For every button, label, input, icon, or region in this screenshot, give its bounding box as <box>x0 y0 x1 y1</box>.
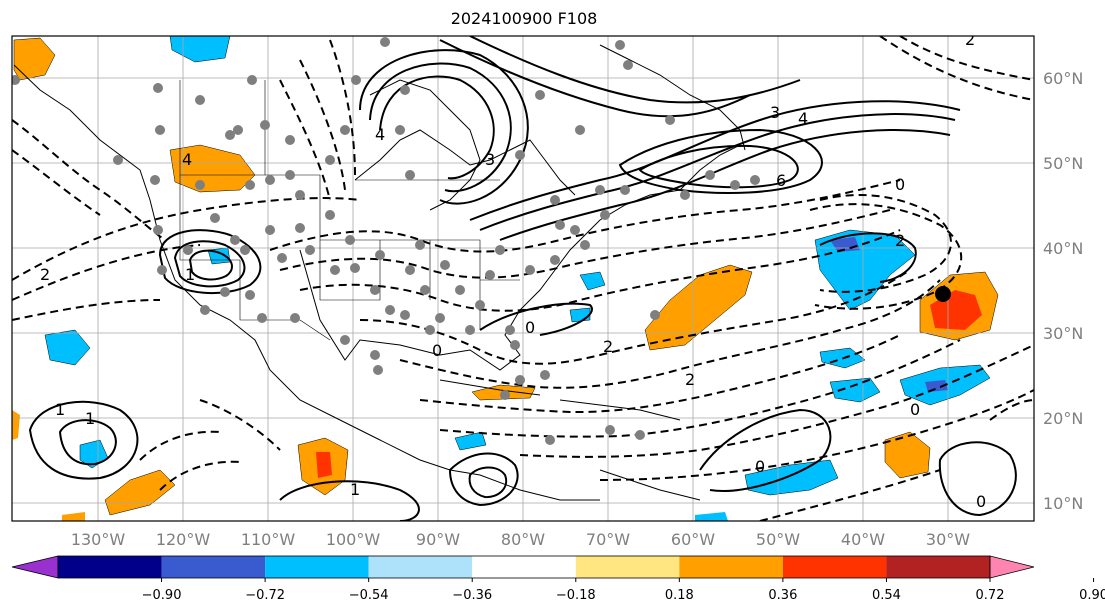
lon-label: 50°W <box>756 530 800 549</box>
contour-label: 1 <box>185 265 195 284</box>
colorbar-segment <box>265 556 369 578</box>
colorbar-tick-label: −0.90 <box>142 588 182 603</box>
contour-label: 4 <box>375 125 385 144</box>
shade-lightblue-gulf <box>569 307 591 323</box>
solid-contours <box>28 36 1017 521</box>
latitude-labels: 60°N 50°N 40°N 30°N 20°N 10°N <box>1043 69 1083 513</box>
lat-label: 20°N <box>1043 409 1083 428</box>
map-frame <box>11 35 1035 522</box>
lon-label: 130°W <box>71 530 126 549</box>
colorbar <box>11 555 1035 579</box>
dashed-contours <box>12 36 1034 521</box>
shade-red-mexico <box>316 452 332 478</box>
lat-label: 50°N <box>1043 154 1083 173</box>
lon-label: 70°W <box>586 530 630 549</box>
shade-orange-sw <box>62 512 85 521</box>
contour-labels: 2 4 3 6 4 3 2 0 1 2 2 0 1 0 1 0 2 0 0 4 … <box>40 30 986 511</box>
contour-label: 0 <box>895 175 905 194</box>
lon-label: 40°W <box>841 530 885 549</box>
lon-label: 60°W <box>671 530 715 549</box>
map-title: 2024100900 F108 <box>450 9 598 28</box>
shade-orange-east <box>884 431 931 479</box>
contour-label: 3 <box>770 103 780 122</box>
longitude-labels: 130°W 120°W 110°W 100°W 90°W 80°W 70°W 6… <box>71 530 970 549</box>
lat-label: 30°N <box>1043 324 1083 343</box>
colorbar-tick-label: 0.90 <box>1079 588 1105 603</box>
colorbar-tick-label: −0.18 <box>556 588 596 603</box>
colorbar-tick-label: −0.36 <box>452 588 492 603</box>
lat-label: 10°N <box>1043 494 1083 513</box>
colorbar-segment <box>472 556 576 578</box>
observation-dots <box>12 37 760 445</box>
contour-label: 4 <box>798 109 808 128</box>
colorbar-tick-label: 0.18 <box>665 588 694 603</box>
colorbar-segment <box>161 556 266 578</box>
colorbar-frame <box>57 555 991 579</box>
lon-label: 30°W <box>926 530 970 549</box>
contour-label: 4 <box>182 150 192 169</box>
colorbar-segment <box>368 556 473 578</box>
contour-label: 1 <box>85 409 95 428</box>
contour-label: 3 <box>485 150 495 169</box>
colorbar-segment <box>58 556 162 578</box>
colorbar-segment <box>782 556 887 578</box>
colorbar-segment <box>575 556 680 578</box>
gridlines <box>12 36 1034 521</box>
lon-label: 100°W <box>326 530 381 549</box>
shade-lightblue-fl <box>579 271 606 291</box>
lon-label: 90°W <box>416 530 460 549</box>
shade-orange-west <box>12 410 20 440</box>
lon-label: 110°W <box>241 530 296 549</box>
colorbar-tick-label: −0.72 <box>245 588 285 603</box>
contour-label: 2 <box>685 370 695 389</box>
shade-lightblue-south <box>695 512 728 521</box>
contour-label: 1 <box>55 400 65 419</box>
lon-label: 80°W <box>501 530 545 549</box>
shade-lightblue-trop <box>744 459 839 496</box>
contour-label: 0 <box>755 457 765 476</box>
colorbar-extend-max <box>989 555 1035 579</box>
lat-label: 40°N <box>1043 239 1083 258</box>
colorbar-segment <box>679 556 783 578</box>
colorbar-tick-label: −0.54 <box>349 588 389 603</box>
shade-lightblue-pac <box>44 329 91 366</box>
colorbar-labels: −0.90 −0.72 −0.54 −0.36 −0.18 0.18 0.36 0.54 0.7… <box>142 578 1105 603</box>
lon-label: 120°W <box>156 530 211 549</box>
shade-orange-atlantic-1 <box>644 264 753 351</box>
contour-label: 0 <box>432 341 442 360</box>
colorbar-tick-label: 0.54 <box>872 588 901 603</box>
contour-label: 0 <box>910 400 920 419</box>
contour-label: 2 <box>603 337 613 356</box>
shade-orange-pacnw <box>13 37 56 81</box>
contour-label: 1 <box>350 480 360 499</box>
contour-label: 2 <box>895 231 905 250</box>
contour-label: 6 <box>776 171 786 190</box>
shade-orange-pacific <box>104 469 176 516</box>
contour-label: 2 <box>40 265 50 284</box>
shade-lightblue-carib <box>454 431 487 451</box>
colorbar-segment <box>886 556 990 578</box>
contour-label: 0 <box>976 492 986 511</box>
colorbar-extend-min <box>11 555 59 579</box>
shade-blue-atl4 <box>925 380 948 392</box>
contour-label: 2 <box>965 30 975 49</box>
lat-label: 60°N <box>1043 69 1083 88</box>
storm-center-marker <box>935 286 951 302</box>
shade-lightblue-north <box>169 36 231 63</box>
colorbar-tick-label: 0.36 <box>768 588 797 603</box>
colorbar-tick-label: 0.72 <box>976 588 1005 603</box>
contour-label: 0 <box>525 318 535 337</box>
